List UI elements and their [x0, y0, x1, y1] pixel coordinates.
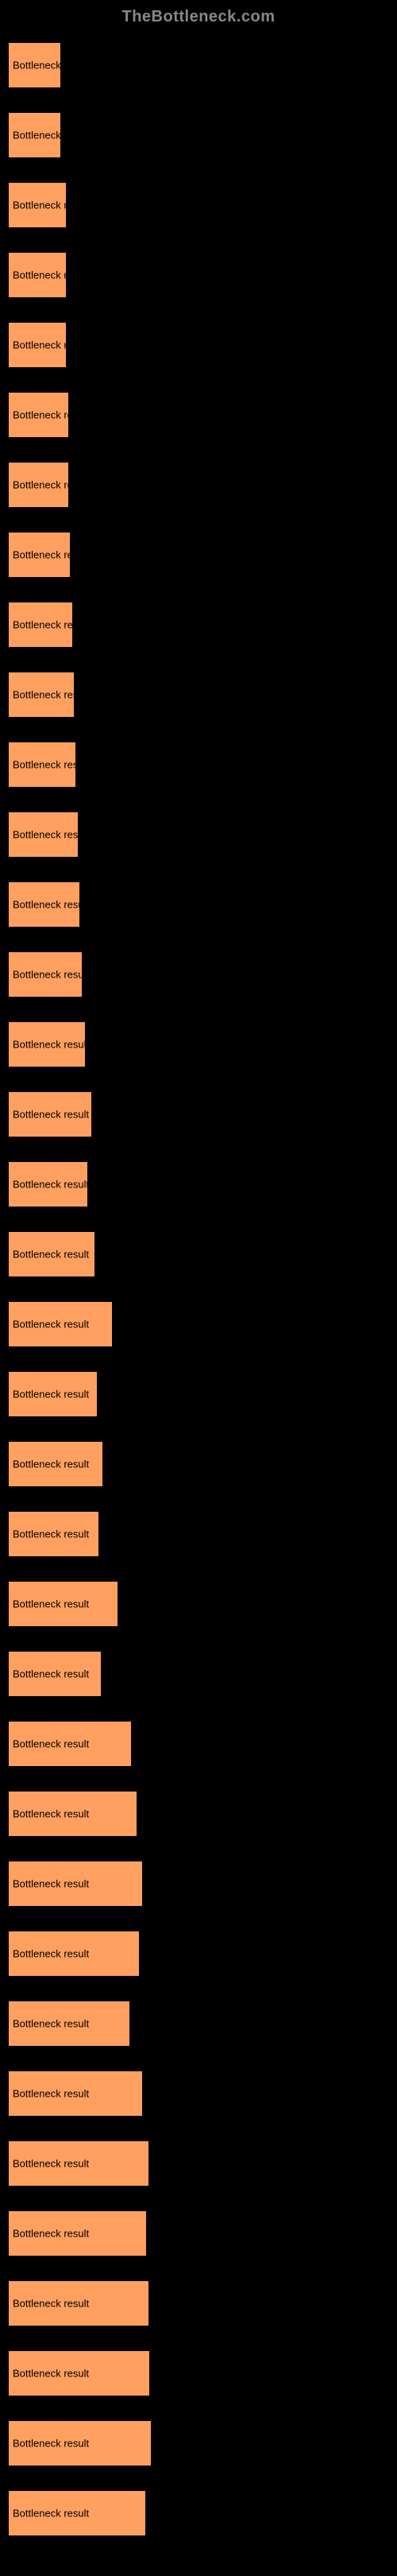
chart-pct-label: 57% [155, 2438, 175, 2450]
chart-bar-label: Bottleneck result [13, 2298, 89, 2310]
chart-bar-label: Bottleneck result [13, 1878, 89, 1890]
chart-row: Bottleneck result 55.8% [8, 2140, 389, 2187]
chart-bar-label: Bottleneck result [13, 1668, 89, 1680]
chart-bar-label: Bottleneck result [13, 1458, 89, 1470]
chart-row: Bottleneck result 49 [8, 2001, 389, 2047]
chart-bar-label: Bottleneck resu [13, 549, 84, 561]
chart-row: Bottleneck result 55.2% [8, 2210, 389, 2256]
chart-bar-label: Bottleneck result [13, 899, 89, 911]
chart-bar-label: Bottleneck resu [13, 339, 84, 351]
chart-bar-label: Bottleneck result [13, 1039, 89, 1051]
chart-row: Bottleneck result 52.8 [8, 1931, 389, 1977]
chart-bar-label: Bottleneck result [13, 1389, 89, 1400]
chart-bar-label: Bottleneck result [13, 1738, 89, 1750]
chart-row: Bottleneck resul [8, 672, 389, 718]
chart-bar-label: Bottleneck result [13, 759, 89, 771]
chart-pct-label: 52. [141, 1808, 155, 1820]
chart-bar-label: Bottleneck result [13, 2368, 89, 2380]
chart-pct-label: 55.8% [152, 2158, 182, 2170]
chart-bar-label: Bottleneck result [13, 1528, 89, 1540]
chart-bar-label: Bottleneck result [13, 1808, 89, 1820]
chart-row: Bottleneck result [8, 951, 389, 997]
chart-bar-label: Bottleneck result [13, 2088, 89, 2100]
chart-row: Bottleneck result 55% [8, 2490, 389, 2536]
chart-bar-label: Bottleneck result [13, 2158, 89, 2170]
chart-bar-label: Bottleneck result [13, 829, 89, 841]
chart-pct-label: 54% [146, 2088, 167, 2100]
chart-bar-label: Bottleneck resu [13, 269, 84, 281]
chart-row: Bottleneck resu [8, 322, 389, 368]
bottleneck-bar-chart: Bottleneck res Bottleneck res Bottleneck r… [0, 42, 397, 2536]
chart-row: Bottleneck resu [8, 182, 389, 228]
chart-row: Bottleneck res [8, 42, 389, 88]
chart-row: Bottleneck resu [8, 532, 389, 578]
chart-pct-label: 2 [116, 1319, 121, 1331]
chart-row: Bottleneck result [8, 881, 389, 928]
chart-pct-label: 54.2 [146, 1878, 166, 1890]
chart-row: Bottleneck result 57% [8, 2420, 389, 2466]
chart-row: Bottleneck result [8, 1231, 389, 1277]
chart-bar-label: Bottleneck result [13, 1948, 89, 1960]
chart-bar-label: Bottleneck result [13, 1319, 89, 1331]
chart-row: Bottleneck result 56.1% [8, 2280, 389, 2326]
chart-pct-label: 4 [121, 1598, 127, 1610]
chart-bar-label: Bottleneck result [13, 2508, 89, 2520]
chart-pct-label: 56.1% [152, 2298, 182, 2310]
chart-bar-label: Bottleneck result [13, 1109, 89, 1121]
chart-pct-label: 52.8 [143, 1948, 163, 1960]
chart-bar-label: Bottleneck result [13, 1249, 89, 1261]
chart-row: Bottleneck result 56.4% [8, 2350, 389, 2396]
chart-pct-label: 55% [149, 2508, 170, 2520]
chart-bar-label: Bottleneck res [13, 60, 78, 72]
chart-row: Bottleneck result [8, 1441, 389, 1487]
chart-row: Bottleneck result [8, 1091, 389, 1137]
chart-bar-label: Bottleneck result [13, 969, 89, 981]
chart-pct-label: 56.4% [153, 2368, 183, 2380]
chart-row: Bottleneck result 52. [8, 1791, 389, 1837]
chart-bar-label: Bottleneck res [13, 130, 78, 141]
chart-bar-label: Bottleneck resu [13, 409, 84, 421]
chart-row: Bottleneck result 54% [8, 2070, 389, 2117]
chart-row: Bottleneck result 4 [8, 1581, 389, 1627]
chart-row: Bottleneck result [8, 1511, 389, 1557]
chart-row: Bottleneck result [8, 1651, 389, 1697]
chart-row: Bottleneck result [8, 1371, 389, 1417]
chart-row: Bottleneck result 50 [8, 1721, 389, 1767]
chart-bar-label: Bottleneck result [13, 1598, 89, 1610]
chart-row: Bottleneck result [8, 1161, 389, 1207]
chart-row: Bottleneck result [8, 1021, 389, 1067]
chart-bar-label: Bottleneck resu [13, 479, 84, 491]
chart-bar-label: Bottleneck resu [13, 199, 84, 211]
chart-bar-label: Bottleneck result [13, 2018, 89, 2030]
chart-row: Bottleneck resu [8, 252, 389, 298]
site-logo: TheBottleneck.com [0, 0, 397, 42]
chart-row: Bottleneck resu [8, 392, 389, 438]
chart-bar-label: Bottleneck resul [13, 689, 87, 701]
chart-row: Bottleneck result 54.2 [8, 1861, 389, 1907]
chart-row: Bottleneck result [8, 742, 389, 788]
chart-bar-label: Bottleneck result [13, 1179, 89, 1191]
chart-row: Bottleneck resu [8, 462, 389, 508]
chart-row: Bottleneck result [8, 812, 389, 858]
chart-pct-label: 50 [135, 1738, 146, 1750]
chart-bar-label: Bottleneck result [13, 2438, 89, 2450]
chart-pct-label: 55.2% [150, 2228, 179, 2240]
chart-bar-label: Bottleneck result [13, 2228, 89, 2240]
chart-row: Bottleneck res [8, 112, 389, 158]
chart-row: Bottleneck result 2 [8, 1301, 389, 1347]
chart-row: Bottleneck resul [8, 602, 389, 648]
chart-pct-label: 49 [133, 2018, 145, 2030]
chart-bar-label: Bottleneck resul [13, 619, 87, 631]
